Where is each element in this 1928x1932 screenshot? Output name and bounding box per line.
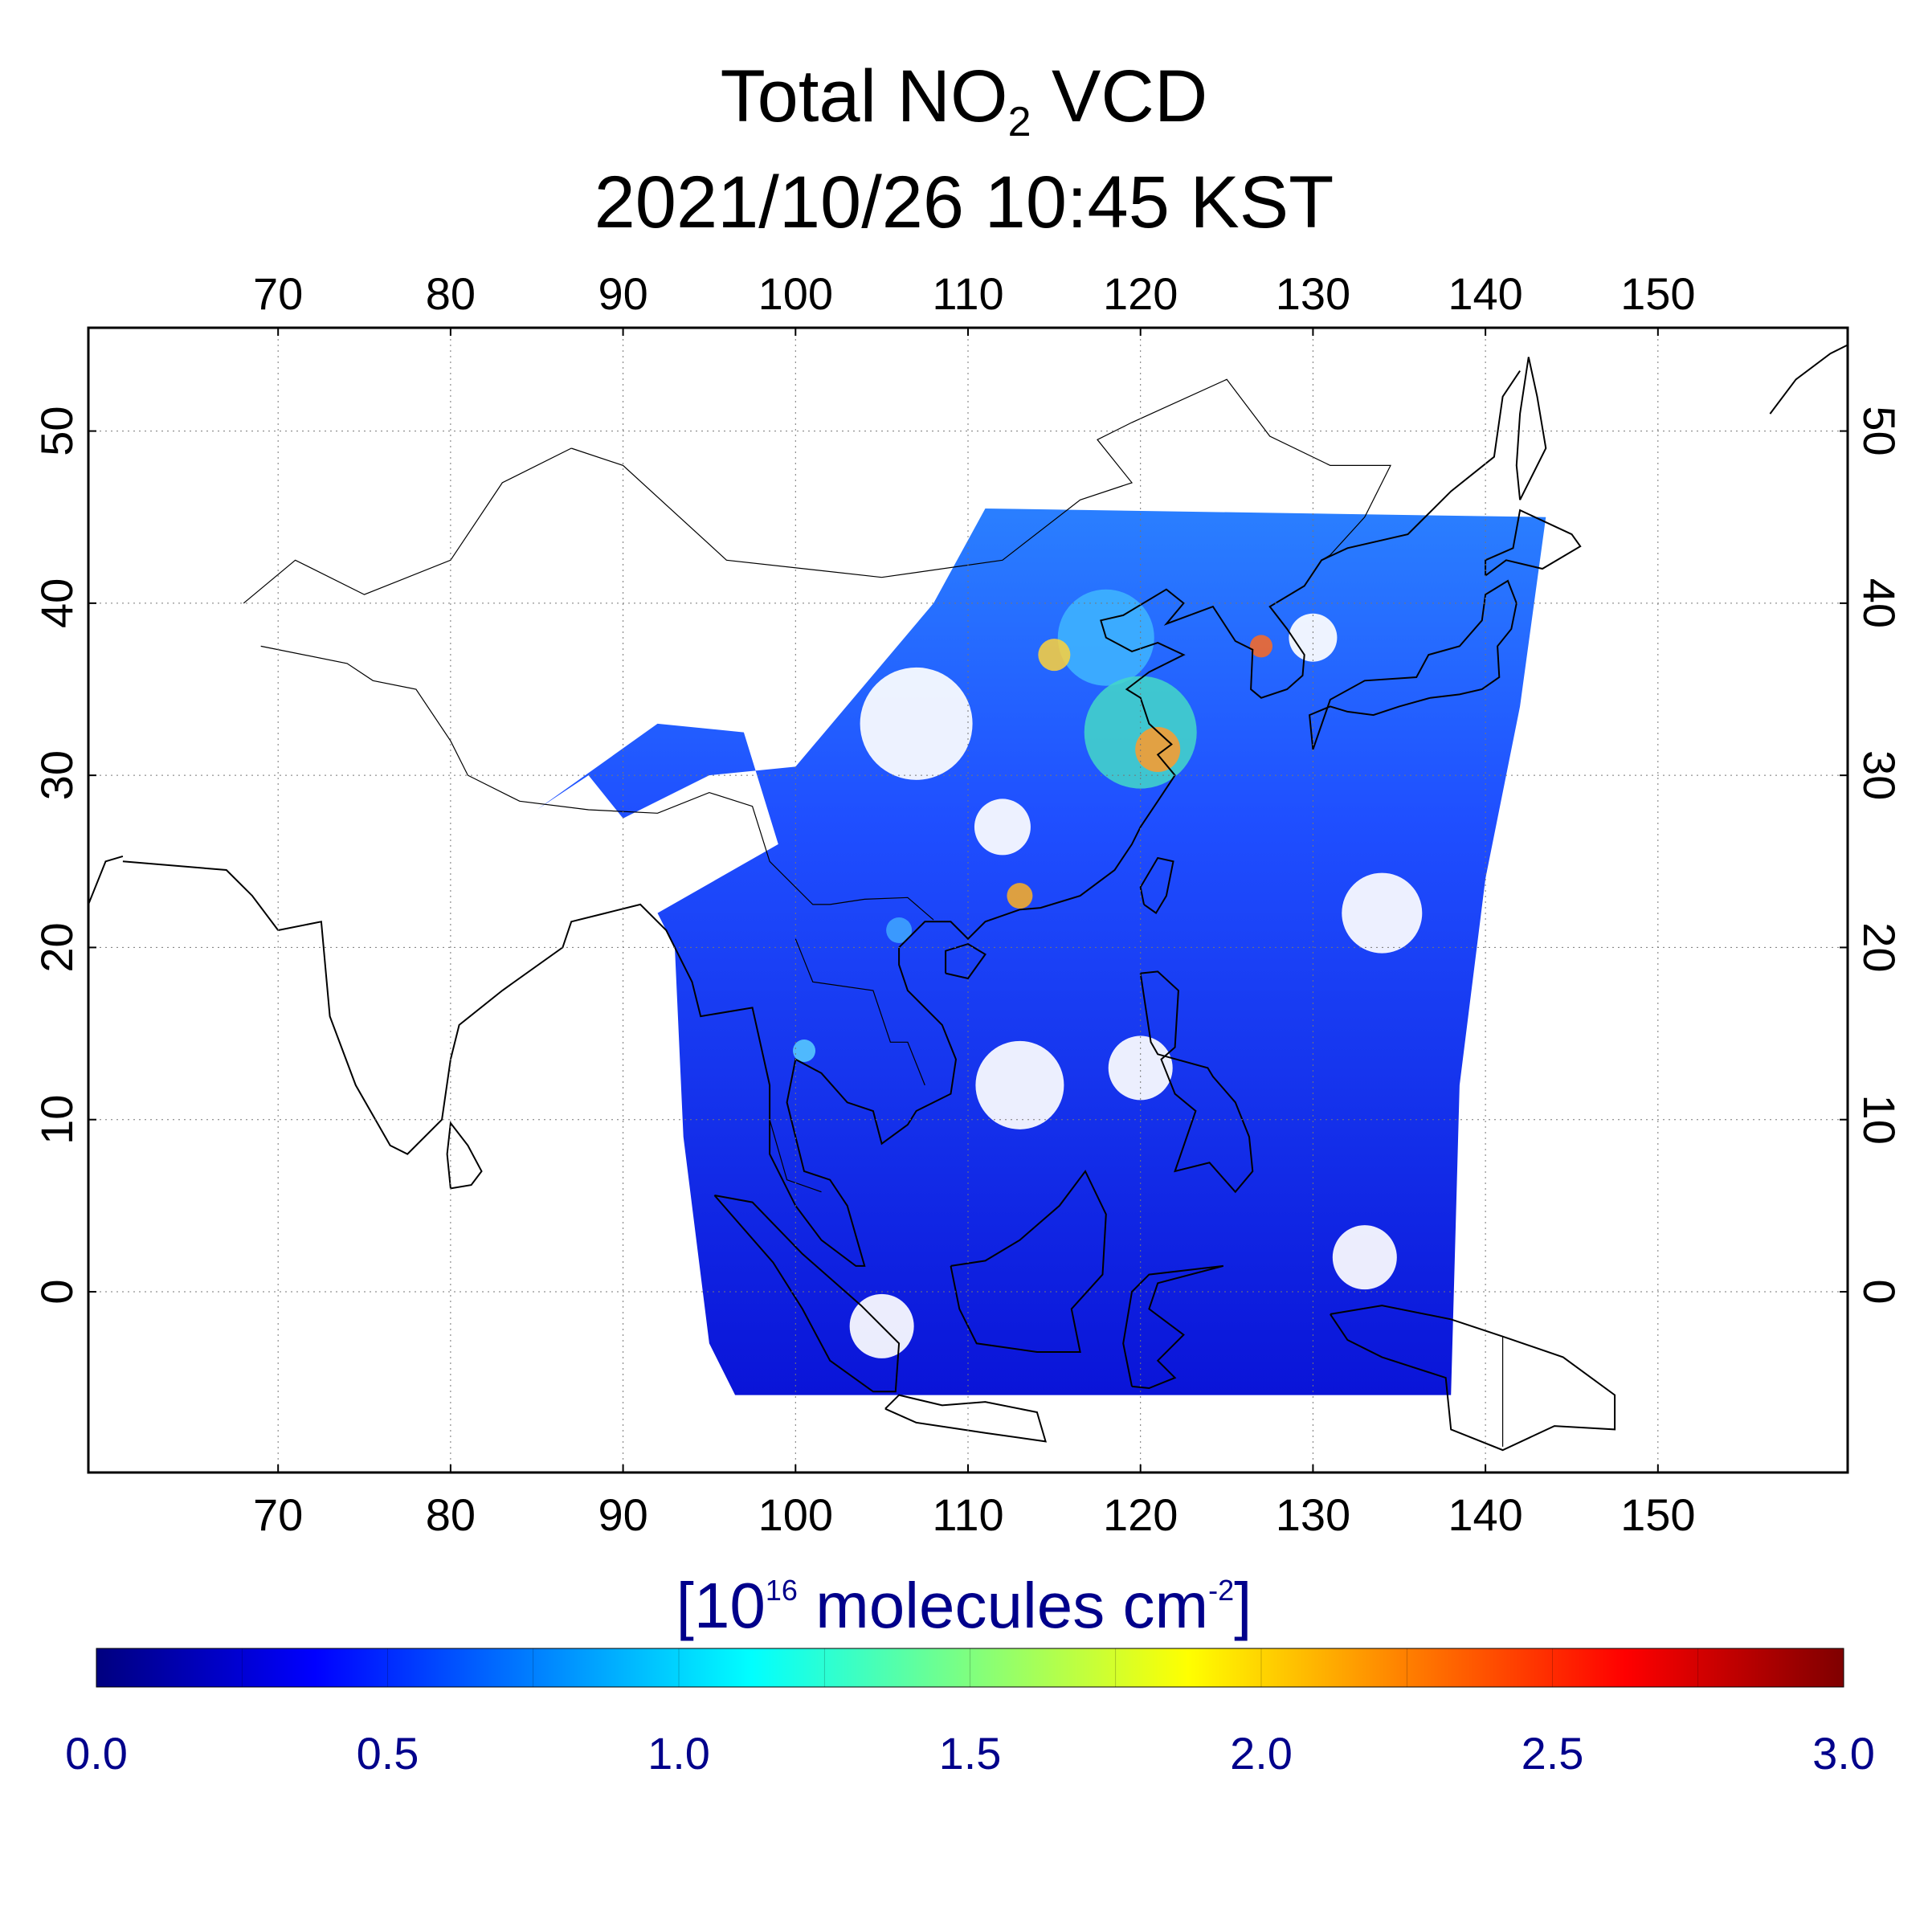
coastline xyxy=(1139,970,1254,1194)
country-border xyxy=(571,378,1391,578)
lon-tick-label-top: 140 xyxy=(1448,268,1522,319)
no2-data-swath xyxy=(537,509,1546,1395)
coastline xyxy=(950,1170,1107,1353)
unit-prefix: [10 xyxy=(676,1570,766,1641)
cloud-gap xyxy=(1332,1225,1397,1290)
unit-middle: molecules cm xyxy=(797,1570,1209,1641)
lon-tick-label-top: 150 xyxy=(1620,268,1695,319)
country-border xyxy=(769,1119,822,1193)
lon-tick-label-bottom: 70 xyxy=(253,1489,303,1540)
lat-tick-label-left: 30 xyxy=(31,750,82,800)
coastline xyxy=(884,1394,1047,1443)
lon-tick-label-top: 80 xyxy=(426,268,476,319)
cloud-gap xyxy=(1108,1035,1173,1101)
coastline xyxy=(1485,509,1582,577)
colorbar-dividers xyxy=(241,1648,1699,1687)
lat-tick-label-right: 10 xyxy=(1854,1095,1905,1145)
lon-tick-label-bottom: 100 xyxy=(758,1489,833,1540)
lon-tick-label-bottom: 130 xyxy=(1276,1489,1350,1540)
no2-hotspot xyxy=(1250,635,1272,658)
lon-tick-label-top: 90 xyxy=(598,268,647,319)
colorbar xyxy=(96,1648,1844,1688)
country-border xyxy=(794,938,925,1086)
lat-tick-label-left: 40 xyxy=(31,578,82,628)
coastline xyxy=(1309,579,1517,750)
cloud-gap xyxy=(974,799,1031,856)
lat-tick-label-right: 50 xyxy=(1854,406,1905,455)
colorbar-bar xyxy=(96,1648,1844,1688)
title-suffix: VCD xyxy=(1031,55,1208,137)
lon-tick-label-bottom: 110 xyxy=(932,1489,1003,1540)
colorbar-tick-label: 1.0 xyxy=(647,1728,710,1779)
colorbar-tick-label: 3.0 xyxy=(1812,1728,1875,1779)
no2-hotspot xyxy=(886,917,913,943)
coastline xyxy=(88,855,124,905)
lat-tick-label-left: 50 xyxy=(31,406,82,455)
coastline xyxy=(945,943,986,980)
coastline xyxy=(1330,1305,1616,1452)
cloud-gap xyxy=(1342,872,1423,954)
coastline xyxy=(1769,344,1848,415)
unit-exponent: 16 xyxy=(765,1574,798,1607)
title-line-1: Total NO2 VCD xyxy=(0,56,1928,162)
country-border xyxy=(243,447,572,604)
no2-hotspot xyxy=(1135,727,1181,772)
axis-ticks: 7070808090901001001101101201201301301401… xyxy=(31,268,1905,1540)
coastline xyxy=(1515,357,1547,500)
unit-exponent-2: -2 xyxy=(1208,1574,1235,1607)
lon-tick-label-bottom: 120 xyxy=(1103,1489,1178,1540)
unit-suffix: ] xyxy=(1234,1570,1252,1641)
coastline xyxy=(122,370,1521,1267)
lon-tick-label-top: 130 xyxy=(1276,268,1350,319)
colorbar-unit-label: [1016 molecules cm-2] xyxy=(0,1554,1928,1642)
title-subscript: 2 xyxy=(1007,99,1031,145)
no2-hotspot xyxy=(1038,639,1071,672)
colorbar-tick-label: 0.5 xyxy=(356,1728,419,1779)
lon-tick-label-top: 100 xyxy=(758,268,833,319)
chart-title: Total NO2 VCD 2021/10/26 10:45 KST xyxy=(0,56,1928,243)
cloud-gap xyxy=(975,1040,1064,1129)
graticule xyxy=(88,328,1848,1472)
colorbar-tick-label: 2.0 xyxy=(1230,1728,1293,1779)
lat-tick-label-left: 20 xyxy=(31,922,82,972)
lon-tick-label-bottom: 140 xyxy=(1448,1489,1522,1540)
lat-tick-label-right: 30 xyxy=(1854,750,1905,800)
no2-swath-area xyxy=(537,509,1546,1395)
lon-tick-label-top: 70 xyxy=(253,268,303,319)
coastline xyxy=(1139,856,1174,915)
lat-tick-label-right: 40 xyxy=(1854,578,1905,628)
coastline xyxy=(446,1121,483,1190)
colorbar-tick-label: 0.0 xyxy=(65,1728,128,1779)
no2-hotspot xyxy=(1084,676,1197,789)
lat-tick-label-left: 0 xyxy=(31,1279,82,1304)
lon-tick-label-top: 110 xyxy=(932,268,1003,319)
colorbar-tick-label: 2.5 xyxy=(1521,1728,1584,1779)
lon-tick-label-bottom: 90 xyxy=(598,1489,647,1540)
coastline xyxy=(1122,1264,1224,1390)
lon-tick-label-bottom: 150 xyxy=(1620,1489,1695,1540)
no2-hotspot xyxy=(1007,883,1033,909)
no2-hotspot xyxy=(793,1040,816,1062)
lat-tick-label-left: 10 xyxy=(31,1095,82,1145)
title-line-2: 2021/10/26 10:45 KST xyxy=(594,161,1334,243)
coastline xyxy=(713,1195,901,1393)
country-border xyxy=(260,645,934,921)
cloud-gap xyxy=(860,667,973,780)
title-text: Total NO xyxy=(720,55,1008,137)
colorbar-tick-label: 1.5 xyxy=(938,1728,1002,1779)
lon-tick-label-top: 120 xyxy=(1103,268,1178,319)
lat-tick-label-right: 0 xyxy=(1854,1279,1905,1304)
coastlines xyxy=(88,344,1848,1452)
lat-tick-label-right: 20 xyxy=(1854,922,1905,972)
lon-tick-label-bottom: 80 xyxy=(426,1489,476,1540)
